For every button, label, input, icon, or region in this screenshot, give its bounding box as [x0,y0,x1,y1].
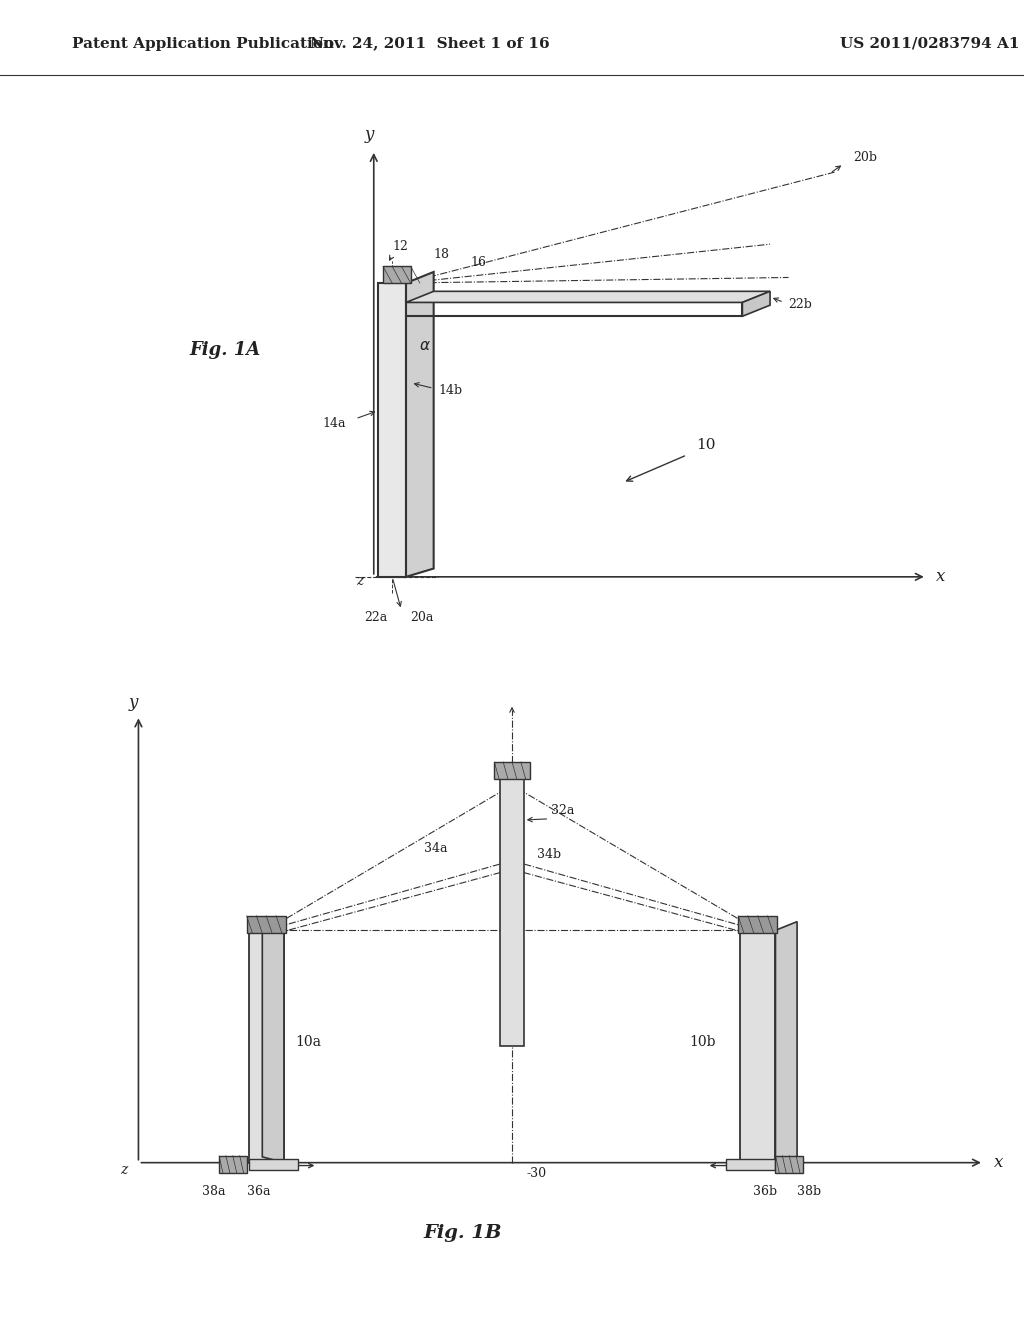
Text: 22a: 22a [365,611,388,624]
Bar [249,1159,298,1170]
Text: 10a: 10a [296,1035,322,1049]
Text: 20b: 20b [853,150,877,164]
Text: Fig. 1B: Fig. 1B [424,1224,502,1242]
Text: 38a: 38a [203,1184,226,1197]
Text: 18: 18 [434,248,450,261]
Text: 12: 12 [392,240,409,252]
Text: 20a: 20a [411,611,434,624]
Bar [738,916,777,933]
Text: $\alpha$: $\alpha$ [419,338,430,352]
Text: 34a: 34a [424,842,447,855]
Polygon shape [500,774,524,1047]
Text: y: y [365,125,374,143]
Text: Nov. 24, 2011  Sheet 1 of 16: Nov. 24, 2011 Sheet 1 of 16 [310,37,550,50]
Text: z: z [356,574,364,589]
Text: 16: 16 [471,256,486,269]
Text: 36b: 36b [753,1184,777,1197]
Text: -30: -30 [526,1167,547,1180]
Text: z: z [120,1163,127,1177]
Text: y: y [129,694,138,710]
Polygon shape [262,921,284,1163]
Bar [495,762,529,779]
Polygon shape [406,272,434,577]
Text: 10: 10 [696,438,716,453]
Text: 14a: 14a [323,417,346,430]
Bar [219,1156,247,1173]
Bar [247,916,286,933]
Text: 34b: 34b [537,847,561,861]
Text: 38b: 38b [797,1184,821,1197]
Text: 22b: 22b [788,298,812,312]
Polygon shape [249,931,284,1163]
Text: x: x [993,1154,1004,1171]
Text: Fig. 1A: Fig. 1A [189,341,261,359]
Text: 14b: 14b [438,384,463,397]
Bar [383,267,411,282]
Bar [775,1156,803,1173]
Polygon shape [742,292,770,317]
Bar [726,1159,775,1170]
Polygon shape [740,931,775,1163]
Polygon shape [379,282,406,577]
Text: US 2011/0283794 A1: US 2011/0283794 A1 [840,37,1019,50]
Polygon shape [406,292,770,302]
Text: 36a: 36a [247,1184,270,1197]
Text: Patent Application Publication: Patent Application Publication [72,37,334,50]
Polygon shape [775,921,797,1163]
Text: 32a: 32a [551,804,574,817]
Text: x: x [936,569,945,585]
Text: 10b: 10b [689,1035,716,1049]
